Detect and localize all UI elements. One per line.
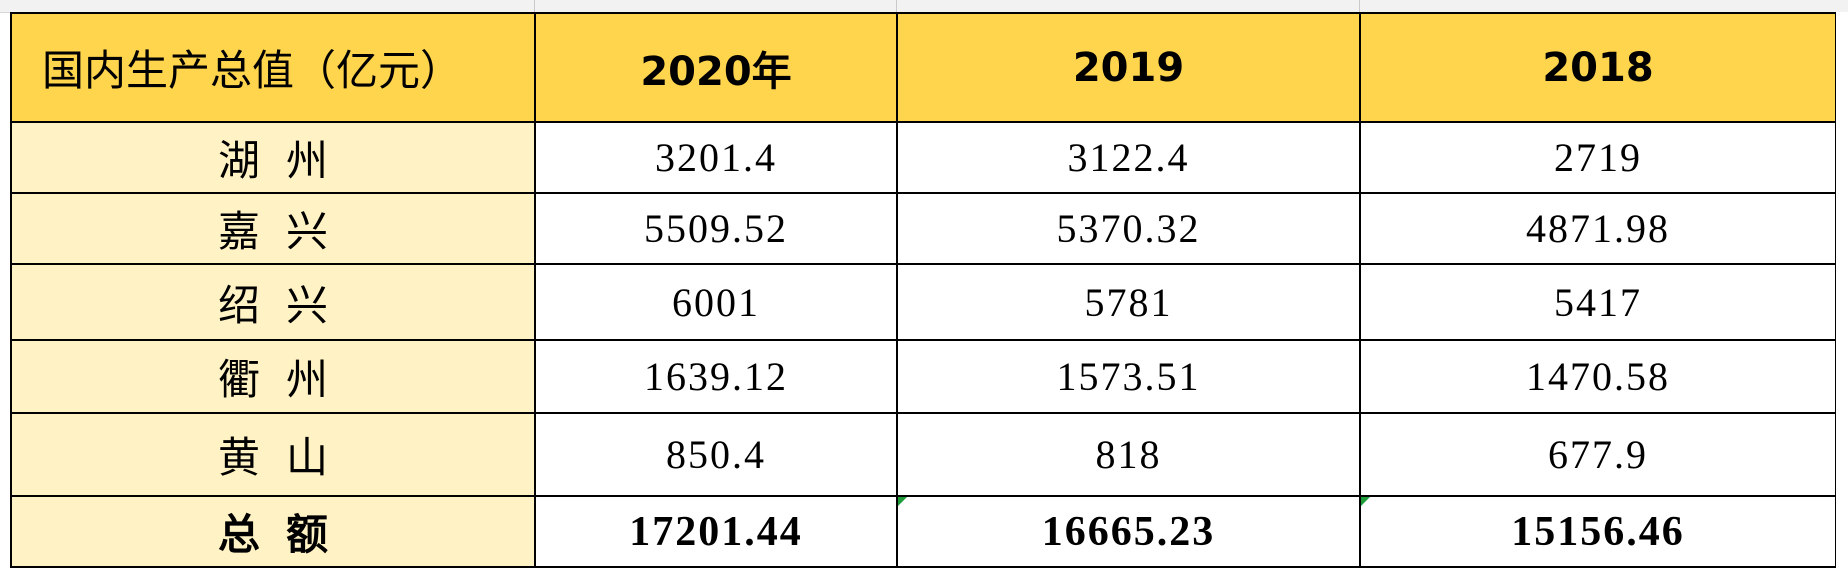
region-cell[interactable]: 衢州 xyxy=(10,339,536,414)
value-cell[interactable]: 6001 xyxy=(534,263,898,341)
region-cell[interactable]: 湖州 xyxy=(10,121,536,194)
value-cell[interactable]: 3201.4 xyxy=(534,121,898,194)
region-cell[interactable]: 绍兴 xyxy=(10,263,536,341)
value-cell[interactable]: 850.4 xyxy=(534,412,898,497)
value-cell[interactable]: 1573.51 xyxy=(896,339,1361,414)
region-cell[interactable]: 嘉兴 xyxy=(10,192,536,265)
total-row: 总额 17201.44 16665.23 15156.46 xyxy=(10,495,1837,568)
value-cell[interactable]: 1639.12 xyxy=(534,339,898,414)
sheet-margin xyxy=(1836,12,1848,572)
formula-warning-icon xyxy=(1362,498,1370,506)
gdp-table: 国内生产总值（亿元） 2020年 2019 2018 湖州 3201.4 312… xyxy=(10,12,1837,568)
total-value-text: 16665.23 xyxy=(1041,508,1216,555)
value-cell[interactable]: 1470.58 xyxy=(1359,339,1837,414)
region-cell[interactable]: 黄山 xyxy=(10,412,536,497)
total-label-cell[interactable]: 总额 xyxy=(10,495,536,568)
table-row: 嘉兴 5509.52 5370.32 4871.98 xyxy=(10,192,1837,265)
table-row: 衢州 1639.12 1573.51 1470.58 xyxy=(10,339,1837,414)
header-cell-year[interactable]: 2020年 xyxy=(534,12,898,123)
header-cell-indicator[interactable]: 国内生产总值（亿元） xyxy=(10,12,536,123)
total-value-text: 15156.46 xyxy=(1511,508,1685,555)
table-row: 湖州 3201.4 3122.4 2719 xyxy=(10,121,1837,194)
value-cell[interactable]: 5509.52 xyxy=(534,192,898,265)
total-value-cell[interactable]: 15156.46 xyxy=(1359,495,1837,568)
value-cell[interactable]: 677.9 xyxy=(1359,412,1837,497)
value-cell[interactable]: 4871.98 xyxy=(1359,192,1837,265)
table-row: 黄山 850.4 818 677.9 xyxy=(10,412,1837,497)
total-value-cell[interactable]: 17201.44 xyxy=(534,495,898,568)
header-cell-year[interactable]: 2018 xyxy=(1359,12,1837,123)
value-cell[interactable]: 2719 xyxy=(1359,121,1837,194)
total-value-cell[interactable]: 16665.23 xyxy=(896,495,1361,568)
formula-warning-icon xyxy=(899,498,907,506)
value-cell[interactable]: 3122.4 xyxy=(896,121,1361,194)
table-row: 绍兴 6001 5781 5417 xyxy=(10,263,1837,341)
value-cell[interactable]: 5370.32 xyxy=(896,192,1361,265)
value-cell[interactable]: 818 xyxy=(896,412,1361,497)
header-cell-year[interactable]: 2019 xyxy=(896,12,1361,123)
header-row: 国内生产总值（亿元） 2020年 2019 2018 xyxy=(10,12,1837,123)
value-cell[interactable]: 5781 xyxy=(896,263,1361,341)
value-cell[interactable]: 5417 xyxy=(1359,263,1837,341)
